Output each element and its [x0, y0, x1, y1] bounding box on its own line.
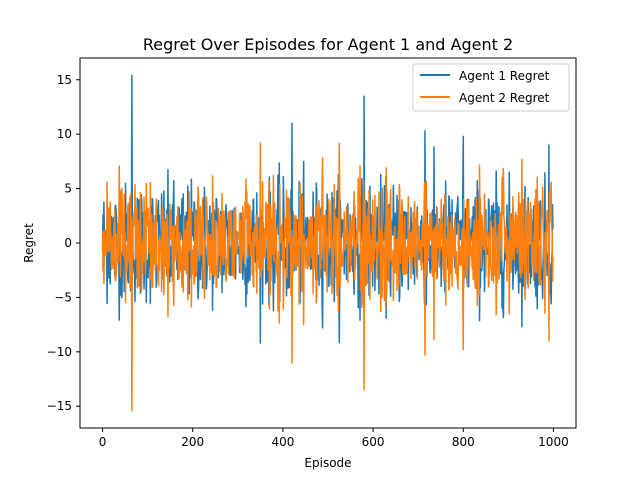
y-axis-ticks: −15 −10 −5 0 5 10 15 — [47, 73, 80, 413]
y-tick-label: −5 — [54, 290, 72, 304]
x-tick-label: 1000 — [538, 435, 569, 449]
x-axis-label: Episode — [304, 456, 351, 470]
legend-label-agent-1: Agent 1 Regret — [459, 69, 550, 83]
y-axis-label: Regret — [22, 223, 36, 263]
y-tick-label: 15 — [57, 73, 72, 87]
x-tick-label: 0 — [99, 435, 107, 449]
y-tick-label: 10 — [57, 127, 72, 141]
x-axis-ticks: 0 200 400 600 800 1000 — [99, 428, 569, 449]
y-tick-label: 5 — [64, 182, 72, 196]
legend: Agent 1 Regret Agent 2 Regret — [412, 63, 570, 112]
x-tick-label: 800 — [452, 435, 475, 449]
legend-box — [412, 63, 570, 112]
x-tick-label: 200 — [181, 435, 204, 449]
y-tick-label: −15 — [47, 399, 72, 413]
agent-2-regret-line — [101, 142, 554, 412]
legend-label-agent-2: Agent 2 Regret — [459, 91, 550, 105]
y-tick-label: −10 — [47, 345, 72, 359]
x-tick-label: 400 — [271, 435, 294, 449]
x-tick-label: 600 — [362, 435, 385, 449]
y-tick-label: 0 — [64, 236, 72, 250]
series-group — [101, 74, 554, 412]
chart-title: Regret Over Episodes for Agent 1 and Age… — [143, 35, 513, 54]
